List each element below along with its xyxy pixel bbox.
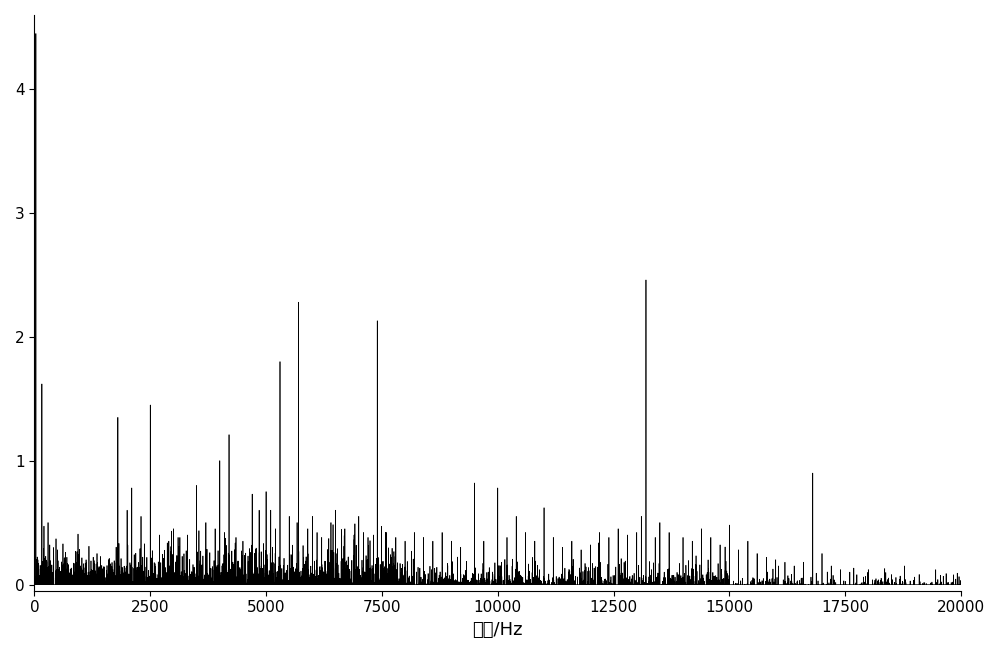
X-axis label: 頻率/Hz: 頻率/Hz: [472, 621, 523, 639]
